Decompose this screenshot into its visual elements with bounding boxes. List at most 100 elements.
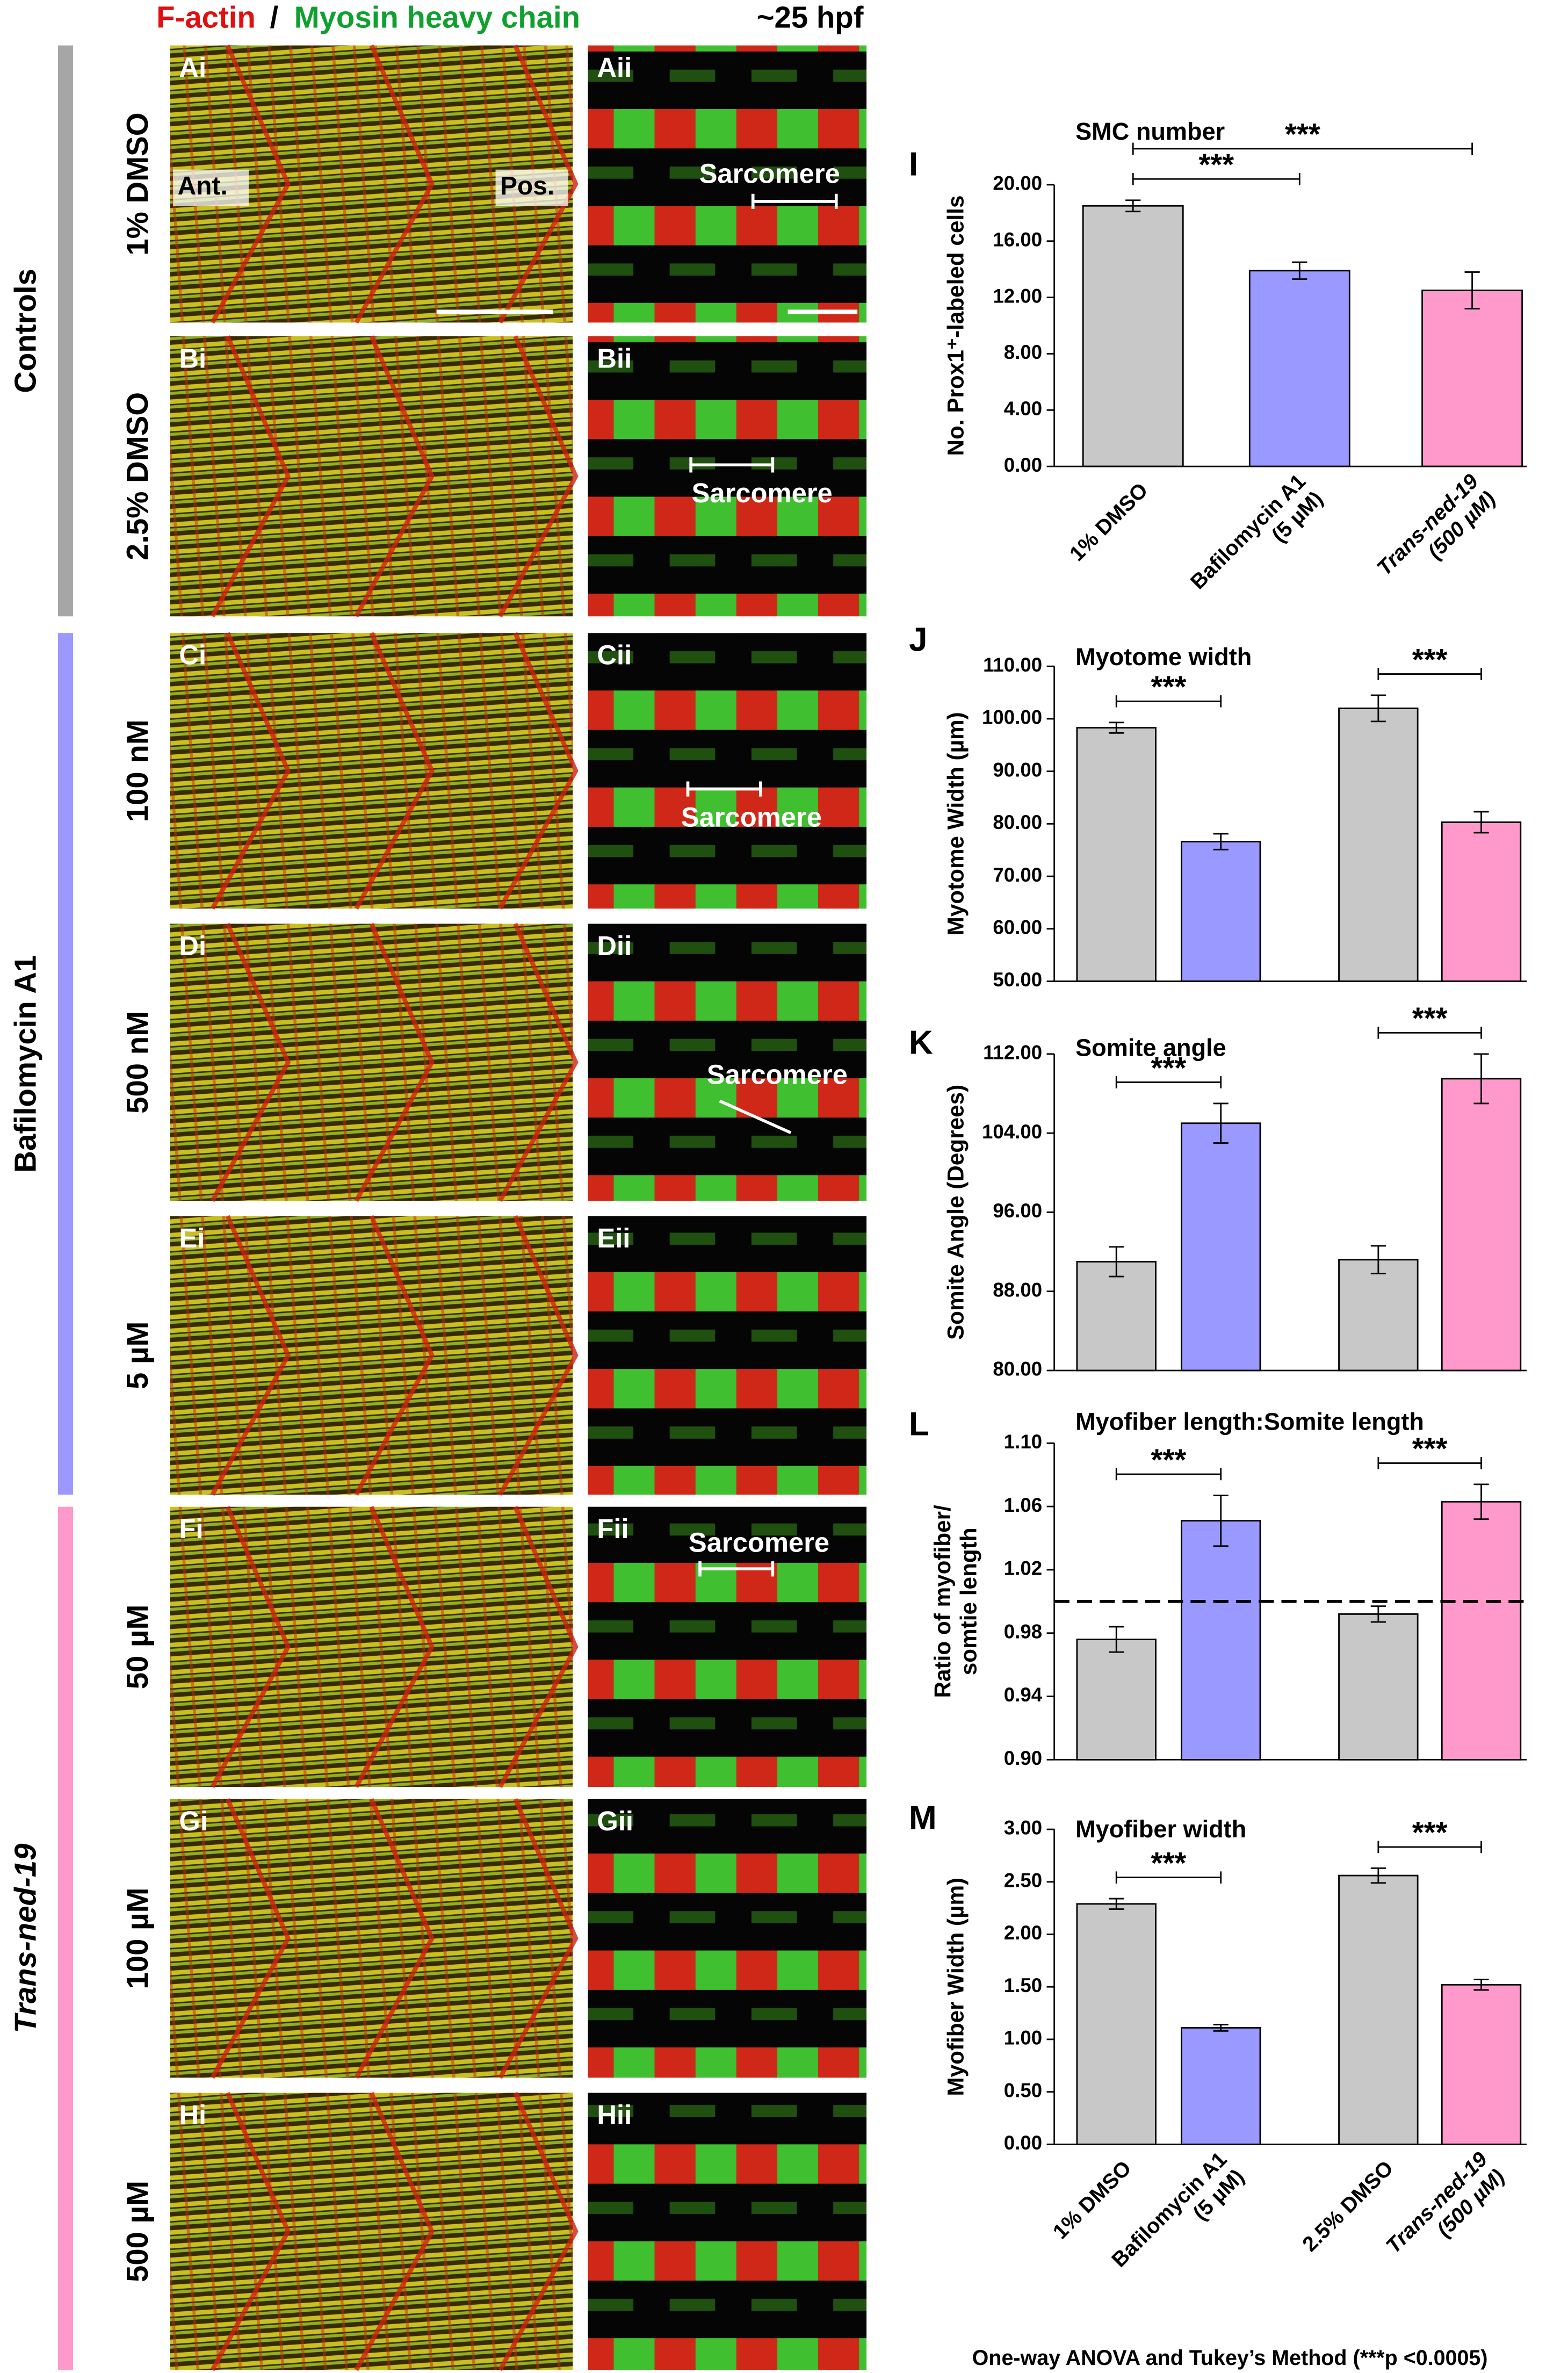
somite-boundary [354, 922, 435, 1202]
y-tick-label: 1.00 [1004, 2027, 1042, 2049]
somite-boundary [354, 44, 435, 324]
chart-title: Myofiber length:Somite length [1075, 1408, 1424, 1436]
group-label: Controls [8, 269, 42, 393]
bar [1441, 821, 1522, 982]
significance-bracket [1115, 1076, 1222, 1088]
significance-bracket [1377, 668, 1482, 680]
panel-letter: M [909, 1800, 937, 1837]
panel-label: Hi [179, 2100, 206, 2130]
y-tick-label: 8.00 [1004, 341, 1042, 363]
significance-bracket [1377, 1027, 1482, 1039]
significance-label: *** [1151, 1442, 1187, 1476]
x-tick-label: Bafilomycin A1(5 µM) [1186, 470, 1328, 611]
bar [1338, 1613, 1419, 1761]
somite-boundary [354, 2091, 435, 2371]
micrograph-zoom [588, 1799, 867, 2078]
row-label: 50 µM [120, 1605, 154, 1690]
sarcomere-bracket [686, 781, 762, 797]
panel-label: Di [179, 931, 206, 961]
significance-label: *** [1285, 117, 1320, 151]
row-label: 100 nM [120, 719, 154, 822]
y-axis-label: No. Prox1⁺-labeled cells [943, 195, 968, 456]
y-tick-label: 1.10 [1004, 1431, 1042, 1453]
row-label: 1% DMSO [120, 112, 154, 255]
error-bar [1213, 833, 1229, 850]
micrograph-zoom [588, 1506, 867, 1787]
somite-boundary [210, 44, 291, 324]
panel-label: Gi [179, 1806, 208, 1836]
somite-boundary [210, 1505, 291, 1788]
panel-label: Gii [597, 1806, 633, 1836]
y-tick-label: 110.00 [983, 654, 1042, 676]
bar [1181, 841, 1261, 982]
y-axis-label: Somite Angle (Degrees) [943, 1085, 968, 1340]
somite-boundary [498, 1798, 579, 2079]
somite-boundary [210, 335, 291, 618]
panel-label: Bii [597, 343, 632, 373]
panel-label: Hii [597, 2100, 632, 2130]
micrograph-zoom [588, 1216, 867, 1495]
somite-boundary [210, 1798, 291, 2079]
somite-boundary [354, 335, 435, 618]
panel-label: Fi [179, 1513, 203, 1544]
y-tick-label: 0.00 [1004, 454, 1042, 476]
y-tick-label: 2.50 [1004, 1869, 1042, 1891]
bar [1076, 1903, 1157, 2145]
y-tick-label: 80.00 [993, 811, 1042, 833]
sarcomere-bracket [719, 1099, 792, 1135]
y-axis-label: Ratio of myofiber/somtie length [930, 1505, 981, 1698]
y-tick-label: 0.00 [1004, 2132, 1042, 2154]
significance-label: *** [1412, 1815, 1448, 1849]
footer: One-way ANOVA and Tukey’s Method (***p <… [972, 2346, 1488, 2370]
error-bar [1370, 694, 1386, 723]
error-bar [1370, 1605, 1386, 1623]
micrograph [170, 1799, 573, 2078]
somite-boundary [498, 335, 579, 618]
error-bar [1473, 1053, 1489, 1105]
group-bar [57, 1506, 74, 2370]
error-bar [1370, 1867, 1386, 1884]
y-tick-label: 12.00 [993, 285, 1042, 307]
y-tick-label: 70.00 [993, 864, 1042, 886]
panel-label: Ai [179, 52, 206, 83]
bar [1338, 1874, 1419, 2145]
y-tick-label: 3.00 [1004, 1817, 1042, 1839]
sarcomere-label: Sarcomere [692, 478, 833, 508]
sarcomere-label: Sarcomere [707, 1059, 848, 1090]
panel-label: Ci [179, 640, 206, 670]
chart-title: Somite angle [1075, 1034, 1226, 1061]
micrograph-zoom [588, 633, 867, 909]
significance-bracket [1377, 1841, 1482, 1853]
panel-letter: K [909, 1024, 933, 1061]
significance-bracket [1115, 1871, 1222, 1884]
y-tick-label: 50.00 [993, 969, 1042, 991]
somite-boundary [210, 922, 291, 1202]
panel-letter: L [909, 1406, 929, 1443]
x-tick-label: 1% DMSO [1049, 2156, 1136, 2244]
error-bar [1109, 1898, 1124, 1910]
significance-bracket [1132, 142, 1473, 155]
y-tick-label: 4.00 [1004, 398, 1042, 420]
significance-bracket [1377, 1457, 1482, 1469]
error-bar [1370, 1245, 1386, 1274]
significance-bracket [1115, 695, 1222, 708]
error-bar [1213, 2024, 1229, 2032]
bar [1441, 1983, 1522, 2145]
somite-boundary [498, 922, 579, 1202]
chart-title: Myofiber width [1075, 1815, 1246, 1843]
bar [1441, 1501, 1522, 1761]
error-bar [1473, 1483, 1489, 1520]
y-tick-label: 16.00 [993, 228, 1042, 250]
panel-label: Dii [597, 931, 632, 961]
y-tick-label: 96.00 [993, 1200, 1042, 1222]
error-bar [1109, 1626, 1124, 1653]
significance-label: *** [1198, 148, 1234, 182]
sarcomere-label: Sarcomere [689, 1527, 829, 1558]
significance-bracket [1132, 172, 1300, 185]
row-label: 500 µM [120, 2181, 154, 2282]
error-bar [1125, 199, 1141, 213]
somite-boundary [210, 632, 291, 910]
sarcomere-bracket [751, 193, 838, 209]
